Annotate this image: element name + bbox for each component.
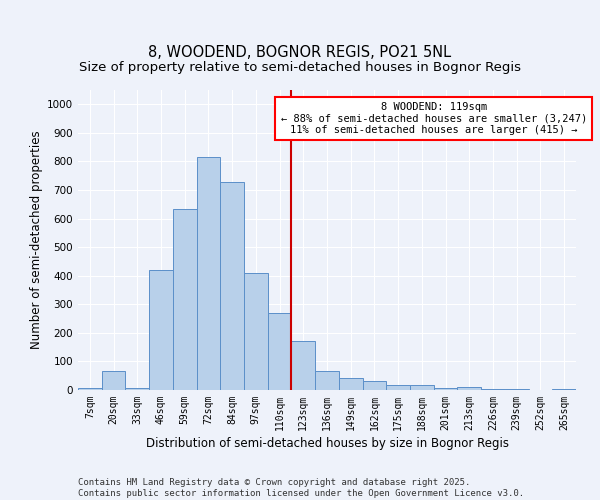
Bar (244, 273, 268, 390)
Bar (339, 378, 362, 390)
Text: Size of property relative to semi-detached houses in Bognor Regis: Size of property relative to semi-detach… (79, 61, 521, 74)
Bar (220, 182, 244, 390)
Bar (125, 388, 149, 390)
Bar (481, 389, 505, 390)
Bar (362, 382, 386, 390)
Bar (410, 385, 434, 390)
Bar (268, 313, 292, 390)
Bar (149, 270, 173, 390)
Bar (457, 387, 481, 390)
Bar (386, 385, 410, 390)
Bar (434, 388, 457, 390)
Bar (505, 389, 529, 390)
Bar (197, 157, 220, 390)
Bar (292, 342, 315, 390)
Text: Contains HM Land Registry data © Crown copyright and database right 2025.
Contai: Contains HM Land Registry data © Crown c… (78, 478, 524, 498)
Y-axis label: Number of semi-detached properties: Number of semi-detached properties (30, 130, 43, 350)
Bar (78, 388, 102, 390)
X-axis label: Distribution of semi-detached houses by size in Bognor Regis: Distribution of semi-detached houses by … (146, 437, 509, 450)
Text: 8, WOODEND, BOGNOR REGIS, PO21 5NL: 8, WOODEND, BOGNOR REGIS, PO21 5NL (148, 45, 452, 60)
Bar (102, 372, 125, 390)
Bar (552, 388, 576, 390)
Bar (315, 372, 339, 390)
Bar (173, 208, 197, 390)
Text: 8 WOODEND: 119sqm
← 88% of semi-detached houses are smaller (3,247)
11% of semi-: 8 WOODEND: 119sqm ← 88% of semi-detached… (281, 102, 587, 135)
